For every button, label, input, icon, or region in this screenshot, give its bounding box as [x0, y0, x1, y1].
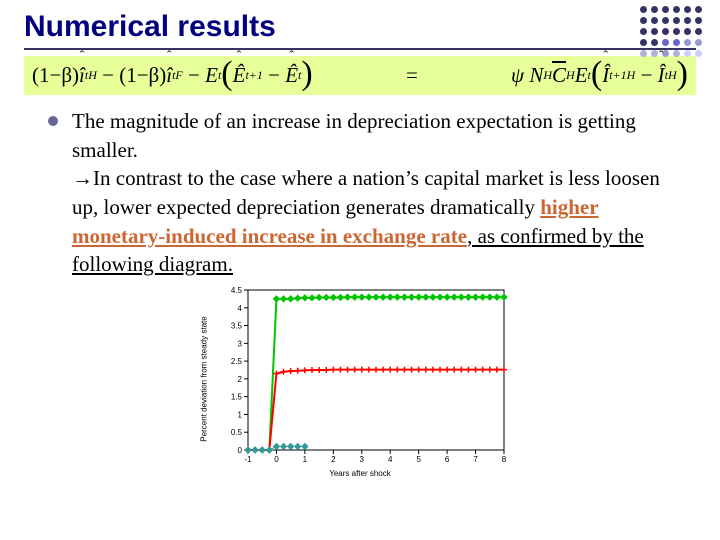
equation-lhs: (1−β) ˆîtH − (1−β) ˆîtF − Et ( ˆÊt+1 − ˆ…	[32, 62, 313, 89]
lhs-coef-1: (1−β)	[32, 63, 79, 88]
lhs-coef-2: (1−β)	[119, 63, 166, 88]
slide-title: Numerical results	[24, 10, 696, 44]
svg-text:7: 7	[473, 455, 478, 464]
body-bullet: The magnitude of an increase in deprecia…	[48, 107, 676, 278]
depreciation-chart: Percent deviation from steady state -101…	[210, 284, 510, 474]
chart-ylabel: Percent deviation from steady state	[200, 317, 209, 442]
bullet-icon	[48, 116, 58, 126]
svg-text:4: 4	[238, 304, 243, 313]
svg-text:-1: -1	[244, 455, 252, 464]
corner-dot-grid	[640, 6, 702, 57]
svg-text:3: 3	[360, 455, 365, 464]
svg-text:4.5: 4.5	[231, 286, 243, 295]
svg-text:0: 0	[274, 455, 279, 464]
svg-text:8: 8	[502, 455, 507, 464]
svg-text:1.5: 1.5	[231, 393, 243, 402]
svg-text:1: 1	[238, 411, 243, 420]
svg-text:0.5: 0.5	[231, 428, 243, 437]
svg-text:2: 2	[238, 375, 243, 384]
svg-text:6: 6	[445, 455, 450, 464]
svg-text:4: 4	[388, 455, 393, 464]
chart-xlabel: Years after shock	[329, 469, 391, 478]
svg-text:0: 0	[238, 446, 243, 455]
svg-text:1: 1	[303, 455, 308, 464]
svg-text:5: 5	[416, 455, 421, 464]
lhs-E: E	[205, 63, 218, 88]
equation-rhs: ψ NH CH Et ( ˆÎt+1H − ˆÎtH )	[511, 62, 688, 89]
equation-box: (1−β) ˆîtH − (1−β) ˆîtF − Et ( ˆÊt+1 − ˆ…	[24, 56, 696, 95]
svg-text:2.5: 2.5	[231, 357, 243, 366]
svg-text:2: 2	[331, 455, 336, 464]
chart-svg: -101234567800.511.522.533.544.5	[210, 284, 510, 474]
svg-text:3.5: 3.5	[231, 322, 243, 331]
title-underline	[24, 48, 696, 50]
lhs-var-1: î	[79, 63, 85, 87]
equation-equals: =	[406, 63, 418, 88]
arrow-icon: →	[72, 167, 93, 190]
lhs-var-2: î	[166, 63, 172, 87]
svg-text:3: 3	[238, 340, 243, 349]
body-p1: The magnitude of an increase in deprecia…	[72, 109, 636, 161]
